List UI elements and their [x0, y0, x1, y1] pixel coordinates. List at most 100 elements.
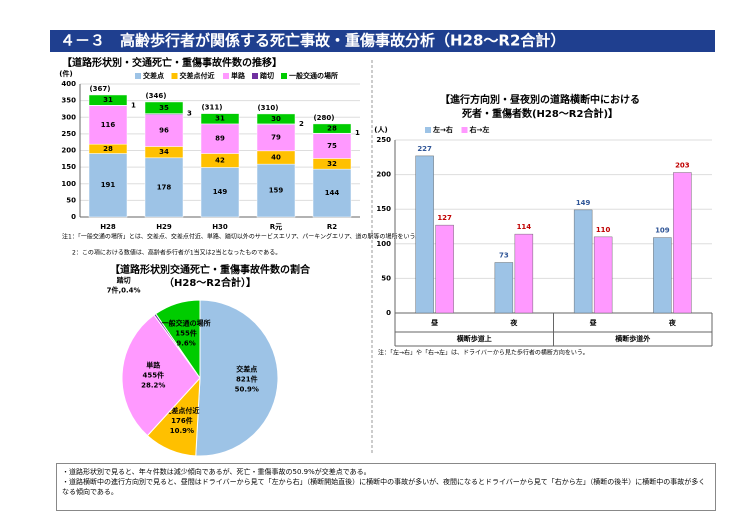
- value-label: 2: [299, 120, 304, 128]
- legend-label: 踏切: [260, 71, 274, 80]
- note: 注：「左→右」や「右→左」は、ドライバーから見た歩行者の横断方向をいう。: [378, 349, 589, 357]
- y-tick-label: 300: [61, 113, 76, 121]
- value-label: 73: [499, 251, 509, 259]
- x-tick-label: 昼: [589, 318, 598, 327]
- header-bar: [50, 30, 715, 52]
- slice-label: 単路 455件 28.2%: [141, 360, 165, 389]
- slice-name: 単路: [146, 360, 161, 369]
- legend-label: 交差点付近: [180, 71, 215, 80]
- total-label: (311): [201, 104, 222, 112]
- summary-box: ・道路形状別で見ると、年々件数は減少傾向であるが、死亡・重傷事故の50.9%が交…: [56, 463, 716, 511]
- slice-percent: 50.9%: [235, 385, 259, 393]
- bar-segment: [144, 114, 184, 147]
- chart-title: 【進行方向別・昼夜別の道路横断中における: [440, 93, 640, 106]
- value-label: 30: [271, 115, 281, 123]
- note: 注1：「一般交通の場所」とは、交差点、交差点付近、単路、踏切以外のサービスエリア…: [62, 233, 421, 241]
- bar-segment: [256, 163, 296, 218]
- y-tick-label: 350: [61, 97, 76, 105]
- y-tick-label: 250: [61, 130, 76, 138]
- bar-segment: [88, 153, 128, 218]
- x-tick-label: H29: [156, 223, 172, 231]
- y-tick-label: 200: [61, 147, 76, 155]
- y-tick-label: 50: [381, 274, 391, 282]
- chart-title: 【道路形状別交通死亡・重傷事故件数の割合: [110, 263, 311, 276]
- value-label: 32: [327, 160, 337, 168]
- header-title: ４－３ 高齢歩行者が関係する死亡事故・重傷事故分析（H28～R2合計）: [60, 32, 565, 50]
- slice-value: 821件: [236, 374, 258, 383]
- value-label: 149: [576, 199, 591, 207]
- bar: [415, 155, 434, 314]
- x-tick-label: 夜: [509, 318, 518, 327]
- legend-swatch: [223, 73, 229, 79]
- bar: [494, 262, 514, 314]
- value-label: 79: [271, 134, 281, 142]
- bar-segment: [312, 123, 352, 134]
- value-label: 35: [159, 104, 169, 112]
- y-axis-label: (件): [59, 69, 72, 78]
- bar: [673, 172, 692, 314]
- y-tick-label: 150: [376, 205, 391, 213]
- slice-value: 455件: [142, 370, 164, 379]
- y-tick-label: 200: [376, 171, 391, 179]
- summary-line: ・道路形状別で見ると、年々件数は減少傾向であるが、死亡・重傷事故の50.9%が交…: [62, 468, 371, 476]
- value-label: 42: [215, 156, 225, 164]
- y-tick-label: 100: [61, 180, 76, 188]
- value-label: 31: [215, 115, 225, 123]
- value-label: 203: [675, 162, 690, 170]
- value-label: 159: [269, 187, 284, 195]
- total-label: (280): [313, 114, 334, 122]
- group-label: 横断歩道上: [457, 334, 492, 343]
- value-label: 96: [159, 127, 169, 135]
- value-label: 149: [213, 188, 228, 196]
- x-tick-label: 昼: [430, 318, 439, 327]
- bar: [573, 209, 593, 314]
- slice-label: 交差点付近 176件 10.9%: [164, 406, 199, 435]
- value-label: 116: [101, 121, 116, 129]
- slice-name: 一般交通の場所: [162, 318, 211, 327]
- slice-label: 一般交通の場所 155件 9.6%: [162, 318, 211, 347]
- total-label: (367): [89, 85, 110, 93]
- bar-segment: [88, 105, 128, 145]
- y-tick-label: 50: [66, 196, 76, 204]
- value-label: 31: [103, 96, 113, 104]
- slice-value: 155件: [175, 328, 197, 337]
- bar-segment: [144, 101, 184, 114]
- summary-line: ・道路横断中の進行方向別で見ると、昼間はドライバーから見て「左から右」（横断開始…: [62, 478, 706, 496]
- y-tick-label: 400: [61, 80, 76, 88]
- value-label: 114: [517, 223, 532, 231]
- bar: [593, 236, 613, 314]
- slice-value: 176件: [171, 416, 193, 425]
- slice-percent: 0.4%: [121, 286, 140, 294]
- bar-segment: [256, 124, 296, 152]
- value-label: 75: [327, 142, 337, 150]
- value-label: 191: [101, 181, 116, 189]
- total-label: (310): [257, 104, 278, 112]
- y-tick-label: 150: [61, 163, 76, 171]
- slice-value: 7件,: [107, 285, 122, 294]
- legend-label: 右→左: [469, 125, 490, 134]
- slice-name: 踏切: [117, 275, 131, 284]
- chart-title: 【道路形状別・交通死亡・重傷事故件数の推移】: [62, 56, 282, 69]
- legend-swatch: [281, 73, 287, 79]
- value-label: 144: [325, 189, 340, 197]
- y-axis-label: (人): [374, 125, 387, 134]
- chart-title: （H28～R2合計）】: [164, 276, 256, 289]
- bar-segment: [200, 167, 240, 218]
- y-tick-label: 0: [386, 309, 391, 317]
- bar-segment: [200, 113, 240, 125]
- bar: [653, 237, 672, 314]
- slice-percent: 9.6%: [176, 339, 195, 347]
- value-label: 110: [596, 226, 611, 234]
- legend-swatch: [425, 127, 431, 133]
- y-tick-label: 250: [376, 136, 391, 144]
- legend-label: 交差点: [143, 71, 164, 80]
- slice-label: 交差点 821件 50.9%: [235, 364, 259, 393]
- value-label: 109: [655, 227, 670, 235]
- x-tick-label: R2: [327, 223, 337, 231]
- slice-name: 交差点: [236, 364, 257, 373]
- slice-percent: 10.9%: [170, 427, 194, 435]
- value-label: 40: [271, 153, 281, 161]
- bar-segment: [312, 168, 352, 218]
- group-label: 横断歩道外: [615, 334, 650, 343]
